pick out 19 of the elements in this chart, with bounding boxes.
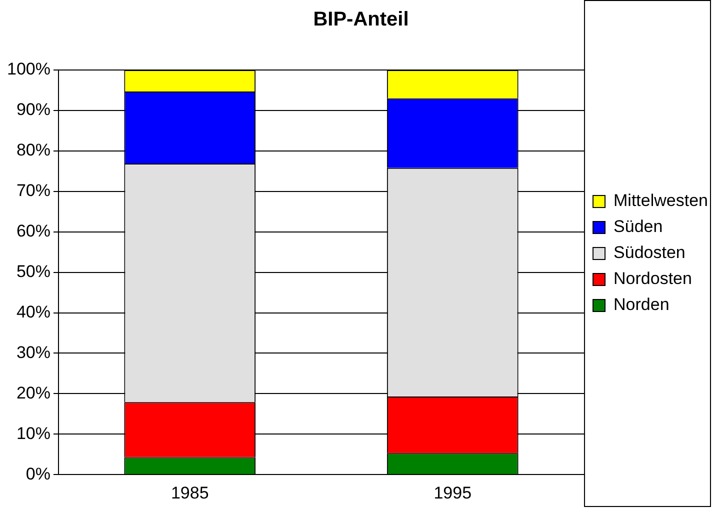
x-tick-label: 1995: [434, 483, 472, 502]
chart-title: BIP-Anteil: [313, 8, 409, 31]
y-tick-label: 40%: [16, 302, 50, 322]
y-tick-label: 50%: [16, 262, 50, 281]
legend-label: Nordosten: [614, 269, 692, 288]
legend-label: Süden: [614, 217, 663, 236]
y-tick-label: 80%: [16, 140, 50, 160]
x-tick-label: 1985: [170, 483, 209, 502]
y-tick-label: 70%: [16, 181, 50, 200]
y-tick-label: 90%: [16, 100, 50, 120]
y-tick-label: 30%: [16, 342, 50, 362]
legend-label: Mittelwesten: [614, 191, 708, 210]
legend-label: Norden: [614, 295, 670, 314]
y-tick-label: 60%: [16, 222, 50, 241]
y-tick-label: 10%: [16, 424, 50, 443]
y-tick-label: 20%: [16, 383, 50, 402]
y-tick-label: 100%: [6, 60, 50, 79]
y-tick-label: 0%: [26, 464, 50, 484]
legend-label: Südosten: [614, 243, 686, 262]
